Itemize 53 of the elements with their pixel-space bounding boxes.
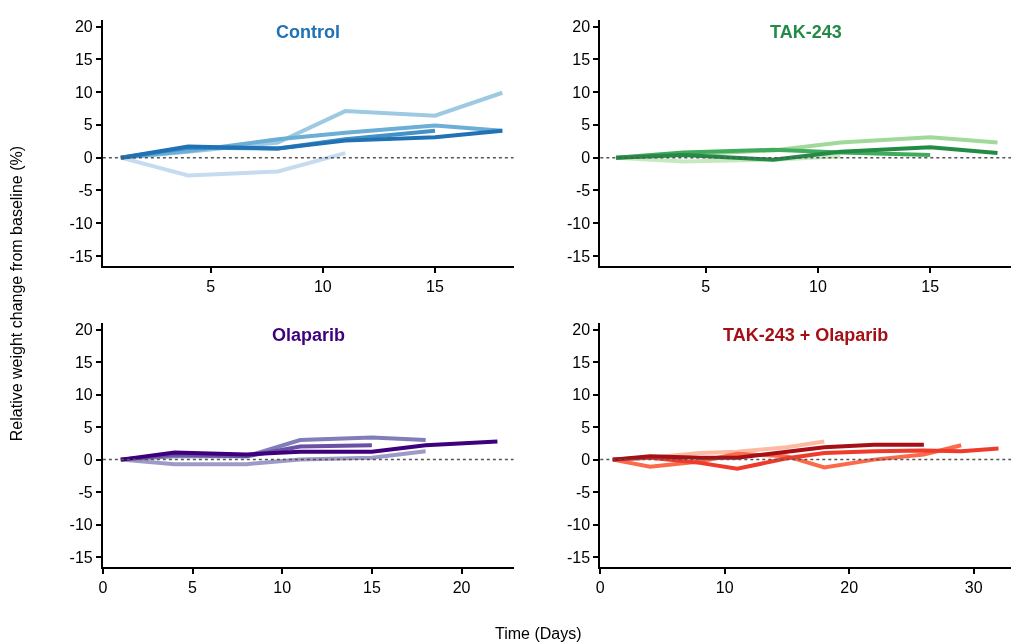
y-tick-label: -5 <box>78 182 93 200</box>
y-tick-label: 0 <box>83 451 93 469</box>
x-tick-label: 20 <box>452 579 471 597</box>
y-tick-label: 0 <box>83 149 93 167</box>
y-tick-label: 10 <box>74 386 93 404</box>
y-tick-label: 5 <box>83 418 93 436</box>
y-axis-title: Relative weight change from baseline (%) <box>8 145 25 442</box>
y-tick-label: 20 <box>572 18 591 36</box>
y-tick-label: 5 <box>581 418 591 436</box>
chart-title: TAK-243 + Olaparib <box>723 325 889 345</box>
x-tick-label: 5 <box>206 278 216 296</box>
y-tick-label: 5 <box>581 116 591 134</box>
y-tick-label: 20 <box>74 321 93 339</box>
y-tick-label: 0 <box>581 149 591 167</box>
chart-title: Olaparib <box>272 325 346 345</box>
y-tick-label: 10 <box>572 386 591 404</box>
y-tick-label: -15 <box>566 247 591 265</box>
x-tick-label: 15 <box>426 278 444 296</box>
y-tick-label: 20 <box>572 321 591 339</box>
x-tick-label: 10 <box>809 278 827 296</box>
y-tick-label: -5 <box>78 483 93 501</box>
x-tick-label: 10 <box>313 278 332 296</box>
y-tick-label: -10 <box>69 516 93 534</box>
y-tick-label: -10 <box>566 516 591 534</box>
y-tick-label: 5 <box>83 116 93 134</box>
y-tick-label: -10 <box>566 214 591 232</box>
y-tick-label: 20 <box>74 18 93 36</box>
y-tick-label: 10 <box>572 83 591 101</box>
y-tick-label: -5 <box>575 182 591 200</box>
x-tick-label: 0 <box>595 579 605 597</box>
y-tick-label: 0 <box>581 451 591 469</box>
x-axis-title: Time (Days) <box>495 625 582 642</box>
x-tick-label: 20 <box>840 579 859 597</box>
chart-title: Control <box>276 22 340 42</box>
y-tick-label: -15 <box>69 247 93 265</box>
y-tick-label: 10 <box>74 83 93 101</box>
y-tick-label: -15 <box>566 548 591 566</box>
x-tick-label: 10 <box>273 579 292 597</box>
y-tick-label: 15 <box>74 50 93 68</box>
y-tick-label: 15 <box>74 353 93 371</box>
y-tick-label: -10 <box>69 214 93 232</box>
x-tick-label: 5 <box>701 278 711 296</box>
x-tick-label: 15 <box>362 579 381 597</box>
y-tick-label: -15 <box>69 548 93 566</box>
x-tick-label: 15 <box>921 278 940 296</box>
y-tick-label: -5 <box>575 483 591 501</box>
x-tick-label: 5 <box>188 579 198 597</box>
x-tick-label: 10 <box>715 579 734 597</box>
y-tick-label: 15 <box>572 50 591 68</box>
y-tick-label: 15 <box>572 353 591 371</box>
x-tick-label: 30 <box>964 579 983 597</box>
x-tick-label: 0 <box>98 579 108 597</box>
chart-title: TAK-243 <box>770 22 842 42</box>
